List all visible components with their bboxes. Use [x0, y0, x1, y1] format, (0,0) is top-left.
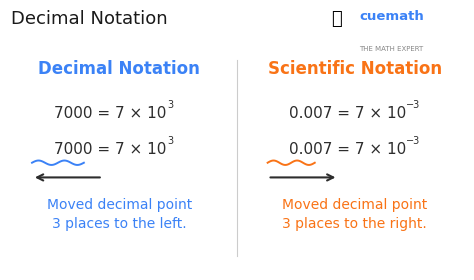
Text: THE MATH EXPERT: THE MATH EXPERT — [359, 46, 424, 52]
Text: Decimal Notation: Decimal Notation — [38, 60, 200, 78]
Text: 7000 = 7 × 10: 7000 = 7 × 10 — [54, 106, 166, 121]
Text: 7000 = 7 × 10: 7000 = 7 × 10 — [54, 142, 166, 157]
Text: −3: −3 — [406, 136, 420, 146]
Text: Scientific Notation: Scientific Notation — [268, 60, 442, 78]
Text: 🚀: 🚀 — [331, 10, 342, 28]
Text: Decimal Notation: Decimal Notation — [11, 10, 167, 28]
Text: 0.007 = 7 × 10: 0.007 = 7 × 10 — [289, 106, 406, 121]
Text: 3: 3 — [167, 100, 173, 110]
Text: Moved decimal point
3 places to the left.: Moved decimal point 3 places to the left… — [46, 198, 192, 231]
Text: −3: −3 — [406, 100, 420, 110]
Text: Moved decimal point
3 places to the right.: Moved decimal point 3 places to the righ… — [282, 198, 428, 231]
Text: 0.007 = 7 × 10: 0.007 = 7 × 10 — [289, 142, 406, 157]
Text: 3: 3 — [167, 136, 173, 146]
Text: cuemath: cuemath — [359, 10, 424, 23]
